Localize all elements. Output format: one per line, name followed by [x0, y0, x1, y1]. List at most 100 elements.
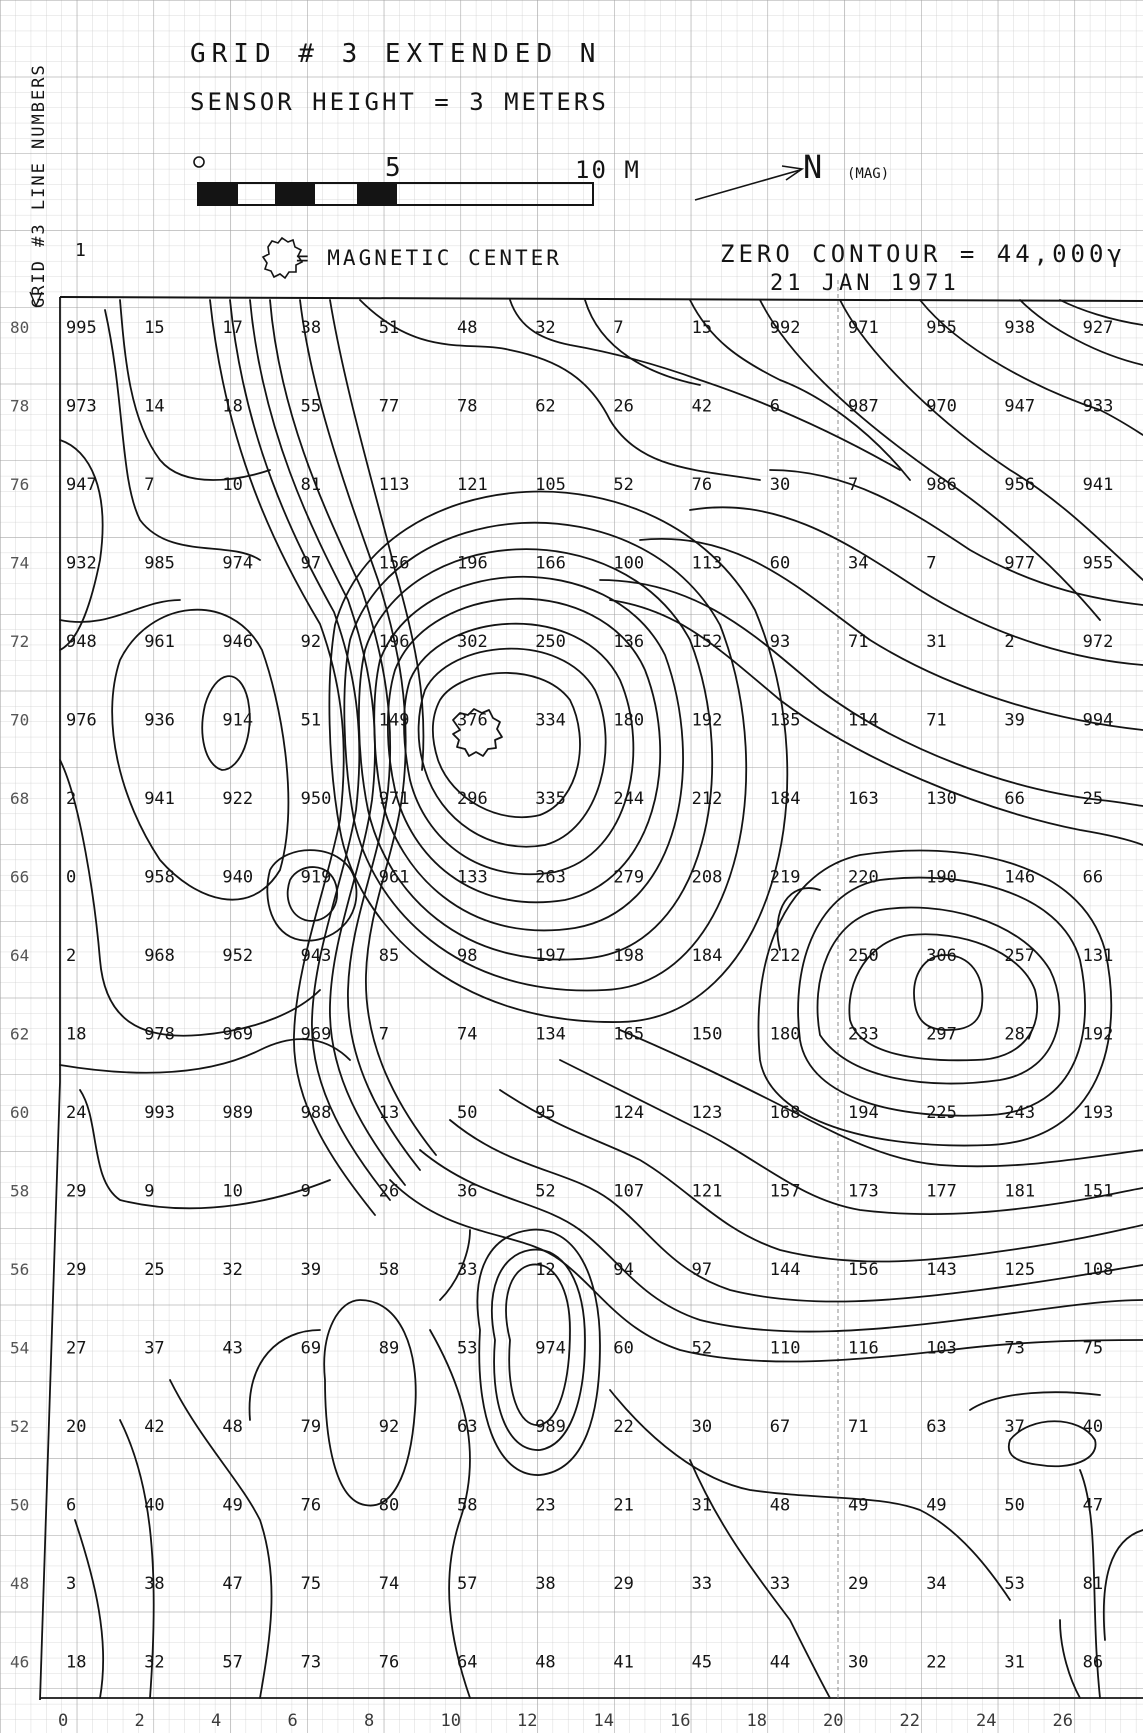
grid-value: 7 [613, 318, 623, 338]
grid-value: 121 [457, 475, 488, 495]
x-axis-label: 16 [670, 1711, 690, 1731]
grid-value: 941 [1083, 475, 1114, 495]
legend: = MAGNETIC CENTER [261, 236, 559, 280]
grid-value: 157 [770, 1182, 801, 1202]
grid-value: 9 [144, 1182, 154, 1202]
grid-value: 914 [222, 711, 253, 731]
scale-block [275, 183, 315, 205]
grid-value: 110 [770, 1339, 801, 1359]
grid-value: 51 [301, 711, 321, 731]
grid-value: 79 [301, 1417, 321, 1437]
grid-value: 970 [926, 397, 957, 417]
grid-value: 32 [222, 1260, 242, 1280]
grid-value: 173 [848, 1182, 879, 1202]
grid-value: 75 [301, 1574, 321, 1594]
line-number-label: 58 [10, 1182, 29, 1201]
grid-value: 955 [1083, 554, 1114, 574]
grid-value: 124 [613, 1103, 644, 1123]
grid-value: 220 [848, 868, 879, 888]
x-axis-label: 4 [211, 1711, 221, 1731]
grid-value: 108 [1083, 1260, 1114, 1280]
grid-value: 196 [379, 632, 410, 652]
grid-value: 972 [1083, 632, 1114, 652]
grid-value: 947 [66, 475, 97, 495]
grid-value: 194 [848, 1103, 879, 1123]
contour-lines [59, 299, 1143, 1699]
grid-value: 961 [379, 868, 410, 888]
grid-value: 993 [144, 1103, 175, 1123]
side-arrow [29, 291, 43, 308]
grid-value: 961 [144, 632, 175, 652]
side-line-numbers-label: GRID #3 LINE NUMBERS [29, 63, 49, 308]
grid-value: 38 [144, 1574, 164, 1594]
grid-value: 152 [692, 632, 723, 652]
grid-value: 30 [848, 1653, 868, 1673]
grid-value: 21 [613, 1496, 633, 1516]
grid-value: 100 [613, 554, 644, 574]
grid-value: 63 [457, 1417, 477, 1437]
grid-value: 76 [692, 475, 712, 495]
grid-value: 233 [848, 1025, 879, 1045]
grid-value: 93 [770, 632, 790, 652]
grid-value: 92 [379, 1417, 399, 1437]
grid-value: 97 [692, 1260, 712, 1280]
grid-value: 49 [848, 1496, 868, 1516]
grid-value: 123 [692, 1103, 723, 1123]
grid-value: 927 [1083, 318, 1114, 338]
x-axis-label: 26 [1053, 1711, 1073, 1731]
scale-bar: 0 5 10 M [193, 153, 639, 206]
line-number-label: 48 [10, 1574, 29, 1593]
grid-value: 114 [848, 711, 879, 731]
grid-value: 80 [379, 1496, 399, 1516]
grid-value: 15 [692, 318, 712, 338]
grid-value: 334 [535, 711, 566, 731]
x-axis-label: 10 [441, 1711, 461, 1731]
line-number-label: 56 [10, 1260, 29, 1279]
grid-value: 146 [1004, 868, 1035, 888]
grid-value: 376 [457, 711, 488, 731]
grid-value: 42 [692, 397, 712, 417]
grid-value: 33 [692, 1574, 712, 1594]
grid-value: 144 [770, 1260, 801, 1280]
grid-value: 18 [66, 1025, 86, 1045]
grid-value: 40 [1083, 1417, 1103, 1437]
grid-value: 151 [1083, 1182, 1114, 1202]
grid-value: 94 [613, 1260, 633, 1280]
grid-value: 53 [1004, 1574, 1024, 1594]
grid-value: 81 [1083, 1574, 1103, 1594]
grid-value: 73 [301, 1653, 321, 1673]
grid-value: 958 [144, 868, 175, 888]
grid-value: 98 [457, 946, 477, 966]
grid-value: 89 [379, 1339, 399, 1359]
grid-value: 113 [379, 475, 410, 495]
grid-value: 971 [379, 789, 410, 809]
grid-value: 995 [66, 318, 97, 338]
grid-value: 250 [535, 632, 566, 652]
grid-value: 39 [301, 1260, 321, 1280]
x-axis-label: 0 [58, 1711, 68, 1731]
grid-value: 977 [1004, 554, 1035, 574]
grid-value: 936 [144, 711, 175, 731]
magnetic-center-blob [452, 708, 503, 757]
grid-value: 940 [222, 868, 253, 888]
grid-value: 190 [926, 868, 957, 888]
grid-value: 29 [66, 1182, 86, 1202]
grid-value: 33 [457, 1260, 477, 1280]
grid-value: 950 [301, 789, 332, 809]
grid-value: 192 [692, 711, 723, 731]
line-number-label: 68 [10, 789, 29, 808]
grid-value: 948 [66, 632, 97, 652]
grid-value: 180 [613, 711, 644, 731]
grid-value: 989 [222, 1103, 253, 1123]
grid-value: 48 [535, 1653, 555, 1673]
grid-value: 36 [457, 1182, 477, 1202]
grid-value: 85 [379, 946, 399, 966]
grid-value: 29 [848, 1574, 868, 1594]
grid-value: 296 [457, 789, 488, 809]
grid-value: 86 [1083, 1653, 1103, 1673]
grid-value: 32 [144, 1653, 164, 1673]
grid-value: 985 [144, 554, 175, 574]
grid-value: 10 [222, 1182, 242, 1202]
